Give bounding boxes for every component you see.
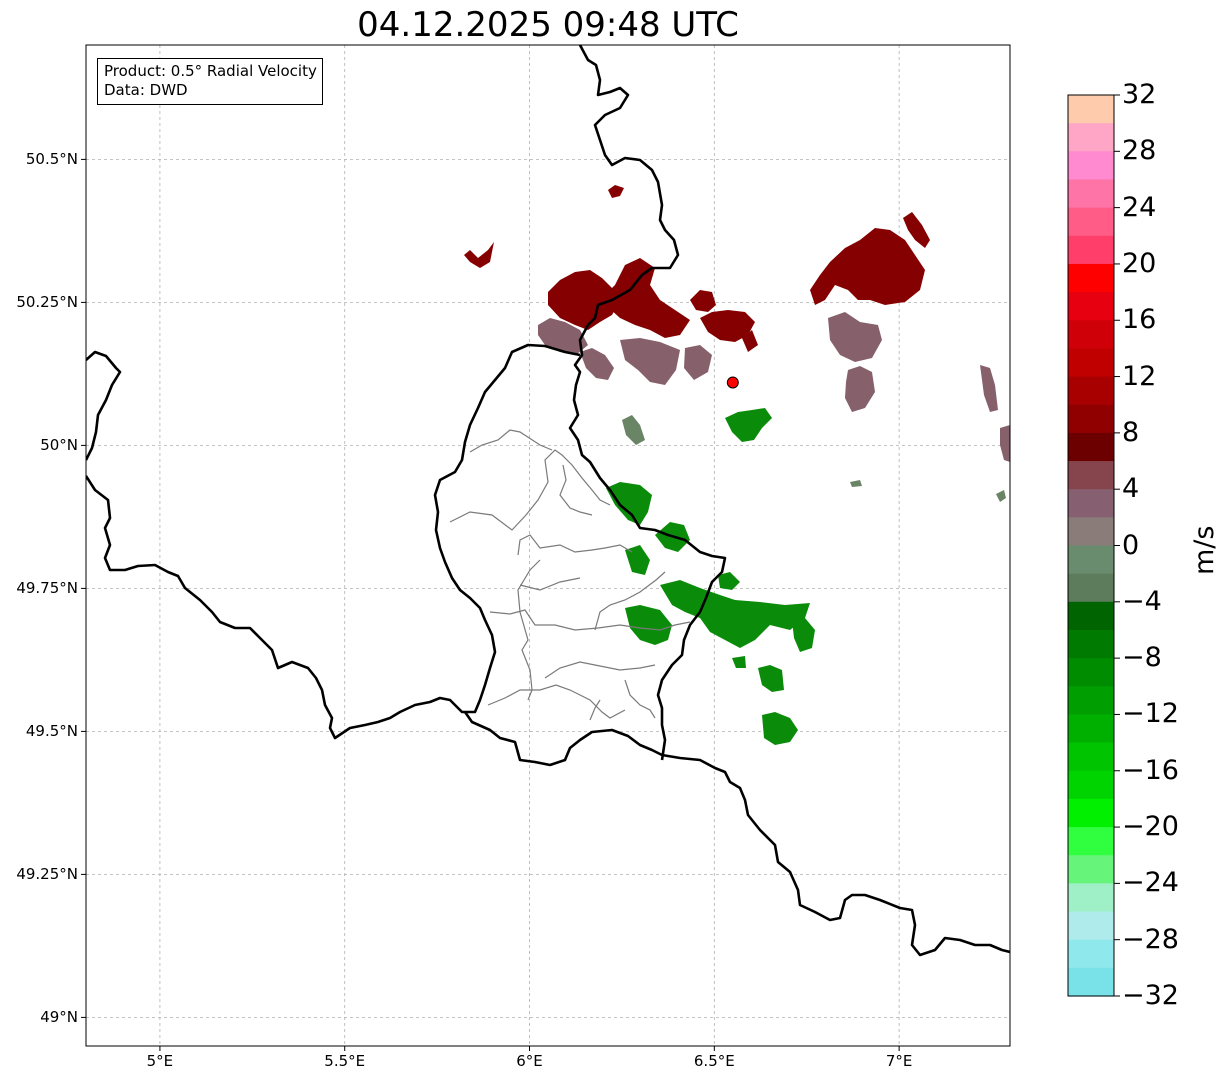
lat-label: 50.25°N: [16, 293, 78, 312]
colorbar-segment: [1068, 292, 1114, 321]
colorbar-segment: [1068, 461, 1114, 490]
lat-label: 49.25°N: [16, 865, 78, 884]
lat-label: 49.5°N: [25, 722, 78, 741]
colorbar-segment: [1068, 911, 1114, 941]
colorbar-segment: [1068, 686, 1114, 716]
lon-label: 5.5°E: [324, 1052, 366, 1070]
echo-grey-green: [622, 415, 1006, 502]
canton-boundaries: [449, 429, 691, 721]
colorbar-tick-label: 4: [1122, 473, 1140, 505]
echo-green: [606, 408, 815, 745]
colorbar-segment: [1068, 658, 1114, 687]
colorbar-segment: [1068, 827, 1114, 856]
colorbar-segment: [1068, 348, 1114, 378]
lat-label: 49.75°N: [16, 579, 78, 598]
colorbar-tick-label: 0: [1122, 529, 1140, 561]
lon-label: 5°E: [146, 1052, 174, 1070]
colorbar-tick-label: −8: [1122, 642, 1162, 674]
colorbar-segment: [1068, 235, 1114, 265]
colorbar-segment: [1068, 770, 1114, 800]
colorbar-segment: [1068, 432, 1114, 462]
colorbar-segment: [1068, 376, 1114, 406]
colorbar-tick-label: 28: [1122, 135, 1157, 167]
colorbar-tick-label: −28: [1122, 923, 1179, 955]
colorbar-segment: [1068, 798, 1114, 828]
lat-label: 49°N: [40, 1008, 78, 1027]
map-title: 04.12.2025 09:48 UTC: [357, 5, 739, 45]
colorbar-segment: [1068, 404, 1114, 434]
colorbar-segment: [1068, 573, 1114, 603]
colorbar-segment: [1068, 742, 1114, 772]
colorbar-segment: [1068, 601, 1114, 631]
lon-label: 6°E: [516, 1052, 543, 1070]
borders: [86, 45, 1010, 957]
colorbar-segment: [1068, 967, 1114, 997]
colorbar-segment: [1068, 151, 1114, 181]
colorbar-segment: [1068, 517, 1114, 547]
colorbar-tick-label: 32: [1122, 79, 1157, 110]
lat-label: 50°N: [40, 436, 78, 455]
colorbar-segment: [1068, 207, 1114, 237]
colorbar-segment: [1068, 629, 1114, 659]
colorbar-tick-label: −16: [1122, 754, 1179, 786]
colorbar-segment: [1068, 545, 1114, 575]
radar-site-marker: [726, 376, 739, 389]
colorbar-segment: [1068, 939, 1114, 969]
colorbar-tick-label: 16: [1122, 304, 1157, 336]
colorbar-segment: [1068, 714, 1114, 744]
echo-dark-red: [464, 185, 930, 352]
colorbar-tick-label: 24: [1122, 191, 1157, 223]
product-text: Product: 0.5° Radial Velocity: [104, 62, 317, 80]
colorbar-segment: [1068, 883, 1114, 913]
country-borders: [86, 45, 1010, 957]
colorbar-segment: [1068, 123, 1114, 152]
graticule: [86, 45, 1010, 1046]
lon-label: 6.5°E: [693, 1052, 735, 1070]
lon-label: 7°E: [885, 1052, 913, 1070]
colorbar-tick-label: −12: [1122, 698, 1179, 730]
radar-echoes: [464, 185, 1010, 745]
colorbar-label: m/s: [1189, 525, 1220, 575]
lat-label: 50.5°N: [25, 150, 78, 169]
axis-ticks: [81, 158, 900, 1051]
colorbar-tick-label: 8: [1122, 416, 1140, 448]
colorbar-segment: [1068, 320, 1114, 350]
colorbar-segment: [1068, 489, 1114, 518]
colorbar-tick-label: 20: [1122, 247, 1157, 279]
colorbar-segment: [1068, 179, 1114, 209]
info-box: Product: 0.5° Radial Velocity Data: DWD: [97, 58, 323, 105]
colorbar-tick-label: −20: [1122, 811, 1179, 843]
colorbar-tick-label: −4: [1122, 585, 1162, 617]
colorbar-tick-label: −32: [1122, 980, 1179, 1011]
source-text: Data: DWD: [104, 81, 188, 99]
colorbar-tick-label: −24: [1122, 867, 1179, 899]
colorbar-segment: [1068, 95, 1114, 124]
echo-mauve: [538, 312, 1010, 462]
map-frame: [85, 44, 1011, 1047]
colorbar-segment: [1068, 263, 1114, 293]
colorbar-segment: [1068, 855, 1114, 884]
colorbar-tick-label: 12: [1122, 360, 1157, 392]
